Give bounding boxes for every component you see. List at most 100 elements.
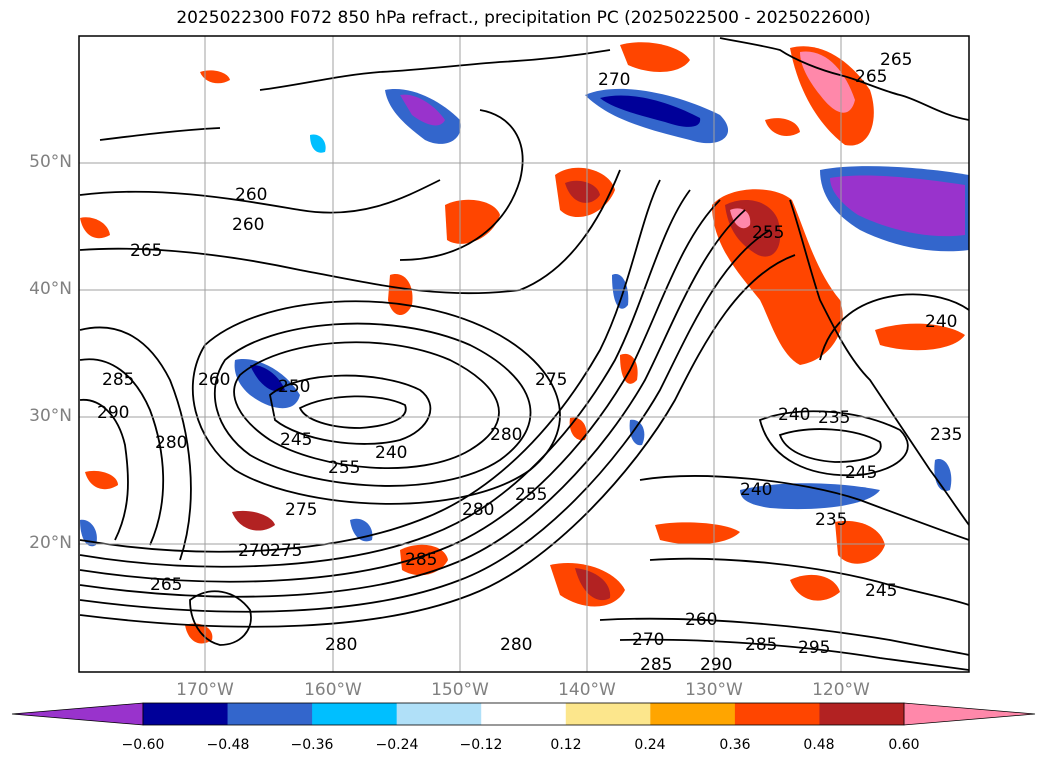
contour-line <box>298 395 407 429</box>
contour-label: 280 <box>462 500 494 520</box>
contour-label: 235 <box>818 408 850 428</box>
contour-label: 250 <box>278 377 310 397</box>
contour-label: 285 <box>102 370 134 390</box>
precip-blob <box>200 70 230 84</box>
colorbar-tick-label: −0.24 <box>375 737 419 753</box>
colorbar-swatch <box>565 703 651 725</box>
contour-line <box>399 109 524 261</box>
contour-label: 270 <box>238 541 270 561</box>
contour-label: 275 <box>535 370 567 390</box>
colorbar-tick-label: 0.48 <box>803 737 835 753</box>
contour-label: 270 <box>598 70 630 90</box>
contour-label: 275 <box>285 500 317 520</box>
precip-blob <box>250 364 285 392</box>
contour-label: 240 <box>925 312 957 332</box>
contour-label: 235 <box>815 510 847 530</box>
contour-label: 265 <box>150 575 182 595</box>
precip-blob <box>80 217 110 239</box>
lat-label-40n: 40°N <box>29 279 72 299</box>
colorbar-tick-label: −0.60 <box>121 737 165 753</box>
contour-line <box>79 179 441 214</box>
colorbar-tick-label: 0.24 <box>634 737 666 753</box>
contour-line <box>79 254 796 628</box>
contour-label-layer: 265 265 265 260 260 260 285 290 280 250 … <box>97 50 962 675</box>
contour-line <box>758 410 909 477</box>
contour-line <box>79 199 721 583</box>
precip-blob <box>875 323 965 351</box>
precip-blob <box>85 470 118 490</box>
precip-blob <box>569 417 587 441</box>
contour-label: 255 <box>515 485 547 505</box>
precip-blob <box>400 94 445 126</box>
contour-label: 285 <box>405 550 437 570</box>
precip-blob <box>232 510 275 531</box>
contour-label: 280 <box>500 635 532 655</box>
lat-label-50n: 50°N <box>29 152 72 172</box>
contour-label: 265 <box>855 67 887 87</box>
contour-label: 290 <box>700 655 732 675</box>
precip-blob <box>740 483 880 510</box>
precip-blob <box>310 134 326 153</box>
contour-label: 290 <box>97 403 129 423</box>
colorbar <box>11 702 1036 726</box>
graticule <box>79 36 969 672</box>
colorbar-swatch <box>143 703 229 725</box>
precip-blob <box>790 574 840 601</box>
contour-label: 255 <box>752 223 784 243</box>
precip-blob <box>830 175 965 237</box>
colorbar-swatch <box>819 703 905 725</box>
precip-blob <box>620 42 690 72</box>
contour-line <box>619 638 969 671</box>
contour-line <box>79 358 165 546</box>
contour-label: 245 <box>845 463 877 483</box>
lon-label-120w: 120°W <box>812 680 870 700</box>
colorbar-right-extend <box>903 702 1036 726</box>
colorbar-tick-label: −0.12 <box>459 737 503 753</box>
contour-label: 240 <box>778 405 810 425</box>
contour-label: 260 <box>685 610 717 630</box>
colorbar-swatch <box>227 703 313 725</box>
contour-label: 260 <box>235 185 267 205</box>
coastline <box>789 199 969 526</box>
contour-line <box>79 399 129 541</box>
colorbar-tick-label: −0.36 <box>290 737 334 753</box>
contour-line <box>79 326 192 561</box>
colorbar-swatch <box>396 703 482 725</box>
contour-line <box>79 209 746 598</box>
contour-label: 275 <box>270 541 302 561</box>
precip-fill-layer <box>80 42 969 644</box>
coastline <box>719 37 969 121</box>
precip-blob <box>655 522 740 545</box>
precip-blob <box>575 568 611 601</box>
contour-label: 285 <box>745 635 777 655</box>
colorbar-swatch <box>312 703 398 725</box>
precip-blob <box>565 180 600 203</box>
lon-label-150w: 150°W <box>431 680 489 700</box>
colorbar-tick-label: 0.36 <box>719 737 751 753</box>
colorbar-swatch <box>650 703 736 725</box>
precip-blob <box>600 95 701 127</box>
contour-label: 260 <box>232 215 264 235</box>
contour-label: 255 <box>328 458 360 478</box>
colorbar-tick-label: 0.60 <box>888 737 920 753</box>
contour-label: 280 <box>325 635 357 655</box>
contour-line <box>649 557 969 606</box>
contour-line <box>213 322 532 487</box>
lon-label-140w: 140°W <box>558 680 616 700</box>
colorbar-tick-label: 0.12 <box>550 737 582 753</box>
precip-blob <box>730 208 751 229</box>
contour-label: 260 <box>198 370 230 390</box>
map-frame <box>78 35 970 673</box>
lat-label-30n: 30°N <box>29 406 72 426</box>
lon-label-170w: 170°W <box>176 680 234 700</box>
contour-line <box>778 428 882 463</box>
lat-label-20n: 20°N <box>29 533 72 553</box>
contour-line <box>79 229 771 613</box>
coastline <box>259 49 611 91</box>
colorbar-swatch <box>481 703 567 725</box>
contour-line <box>599 617 969 656</box>
colorbar-tick-label: −0.48 <box>206 737 250 753</box>
contour-label: 245 <box>865 581 897 601</box>
contour-line <box>189 590 252 646</box>
